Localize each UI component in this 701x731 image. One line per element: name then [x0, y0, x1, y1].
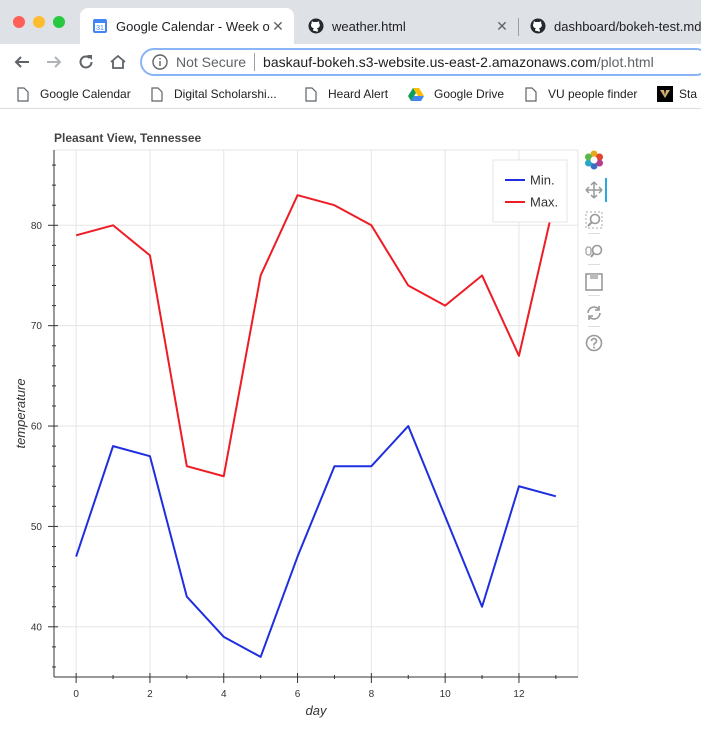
legend-label: Max. — [530, 195, 558, 210]
address-bar[interactable]: Not Secure baskauf-bokeh.s3-website.us-e… — [140, 48, 701, 76]
arrow-left-icon — [14, 56, 29, 68]
x-tick-label: 12 — [513, 689, 525, 700]
series-line-min — [75, 425, 557, 658]
grid-lines — [54, 149, 579, 677]
pan-icon[interactable] — [584, 180, 604, 200]
google-drive-icon — [408, 86, 424, 102]
bookmark-heard-alert[interactable]: Heard Alert — [304, 84, 388, 104]
page-icon — [16, 86, 30, 102]
legend-label: Min. — [530, 173, 555, 188]
bokeh-logo-icon[interactable] — [584, 150, 604, 170]
close-window-button[interactable] — [13, 16, 25, 28]
bookmark-google-calendar[interactable]: Google Calendar — [16, 84, 131, 104]
bookmark-label: Digital Scholarshi... — [174, 87, 277, 101]
zoom-window-button[interactable] — [53, 16, 65, 28]
legend: Min. Max. — [492, 159, 568, 223]
url-host: baskauf-bokeh.s3-website.us-east-2.amazo… — [263, 54, 597, 70]
bookmark-digital-scholarship[interactable]: Digital Scholarshi... — [150, 84, 277, 104]
x-tick-label: 6 — [295, 689, 301, 700]
bookmark-google-drive[interactable]: Google Drive — [408, 84, 504, 104]
security-label: Not Secure — [176, 54, 247, 70]
reload-button[interactable] — [74, 50, 98, 74]
bookmark-label: Google Calendar — [40, 87, 131, 101]
tab-strip: 31 Google Calendar - Week of ✕ weather.h… — [0, 0, 701, 44]
bookmarks-bar: Google Calendar Digital Scholarshi... He… — [0, 80, 701, 109]
bookmark-vanderbilt[interactable]: Sta — [657, 84, 697, 104]
x-tick-label: 8 — [369, 689, 375, 700]
close-tab-icon[interactable]: ✕ — [272, 17, 284, 34]
forward-button[interactable] — [42, 50, 66, 74]
bookmark-label: Heard Alert — [328, 87, 389, 101]
close-tab-icon[interactable]: ✕ — [496, 17, 508, 34]
toolbar-divider — [588, 326, 600, 327]
arrow-right-icon — [47, 56, 62, 68]
tab-divider — [518, 18, 519, 36]
legend-box — [492, 159, 568, 223]
toolbar-divider — [588, 233, 600, 234]
back-button[interactable] — [10, 50, 34, 74]
reset-icon[interactable] — [584, 303, 604, 323]
minimize-window-button[interactable] — [33, 16, 45, 28]
y-axis-label: temperature — [13, 378, 28, 448]
tab-google-calendar[interactable]: 31 Google Calendar - Week of ✕ — [80, 8, 294, 44]
y-tick-label: 40 — [31, 622, 43, 633]
x-axis-label: day — [306, 703, 328, 718]
toolbar-divider — [588, 295, 600, 296]
plot-title: Pleasant View, Tennessee — [54, 131, 202, 145]
save-icon[interactable] — [584, 272, 604, 292]
url-path: /plot.html — [596, 54, 654, 70]
y-tick-label: 70 — [31, 321, 43, 332]
axes: 0 2 4 6 8 10 12 40 50 60 70 80 day temperature — [13, 150, 578, 718]
tab-dashboard[interactable]: dashboard/bokeh-test.md — [518, 8, 701, 44]
reload-icon — [79, 55, 93, 69]
y-tick-label: 60 — [31, 422, 43, 433]
toolbar-divider — [588, 264, 600, 265]
bookmark-vu-people-finder[interactable]: VU people finder — [524, 84, 637, 104]
bookmark-label: Sta — [679, 87, 698, 101]
series-lines — [75, 194, 557, 658]
github-icon — [530, 18, 546, 34]
y-tick-label: 50 — [31, 522, 43, 533]
x-tick-label: 0 — [73, 689, 79, 700]
tab-label: weather.html — [332, 18, 406, 34]
address-separator — [254, 53, 256, 71]
series-line-max — [75, 194, 557, 478]
page-icon — [304, 86, 318, 102]
bookmark-label: Google Drive — [434, 87, 505, 101]
info-icon[interactable] — [152, 54, 168, 70]
box-zoom-icon[interactable] — [584, 210, 604, 230]
help-icon[interactable] — [584, 333, 604, 353]
page-icon — [524, 86, 538, 102]
vanderbilt-icon — [657, 86, 673, 102]
page-icon — [150, 86, 164, 102]
active-tool-indicator — [605, 178, 607, 202]
wheel-zoom-icon[interactable] — [584, 241, 604, 261]
bookmark-label: VU people finder — [548, 87, 638, 101]
github-icon — [308, 18, 324, 34]
tab-weather[interactable]: weather.html ✕ — [296, 8, 518, 44]
browser-toolbar: Not Secure baskauf-bokeh.s3-website.us-e… — [0, 44, 701, 80]
home-icon — [110, 54, 126, 69]
tab-label: Google Calendar - Week of — [116, 18, 270, 34]
calendar-icon: 31 — [92, 18, 108, 34]
y-tick-label: 80 — [31, 221, 43, 232]
home-button[interactable] — [106, 50, 130, 74]
tab-label: dashboard/bokeh-test.md — [554, 18, 701, 34]
svg-text:31: 31 — [96, 25, 104, 32]
x-tick-label: 10 — [440, 689, 452, 700]
x-tick-label: 4 — [221, 689, 227, 700]
x-tick-label: 2 — [147, 689, 153, 700]
